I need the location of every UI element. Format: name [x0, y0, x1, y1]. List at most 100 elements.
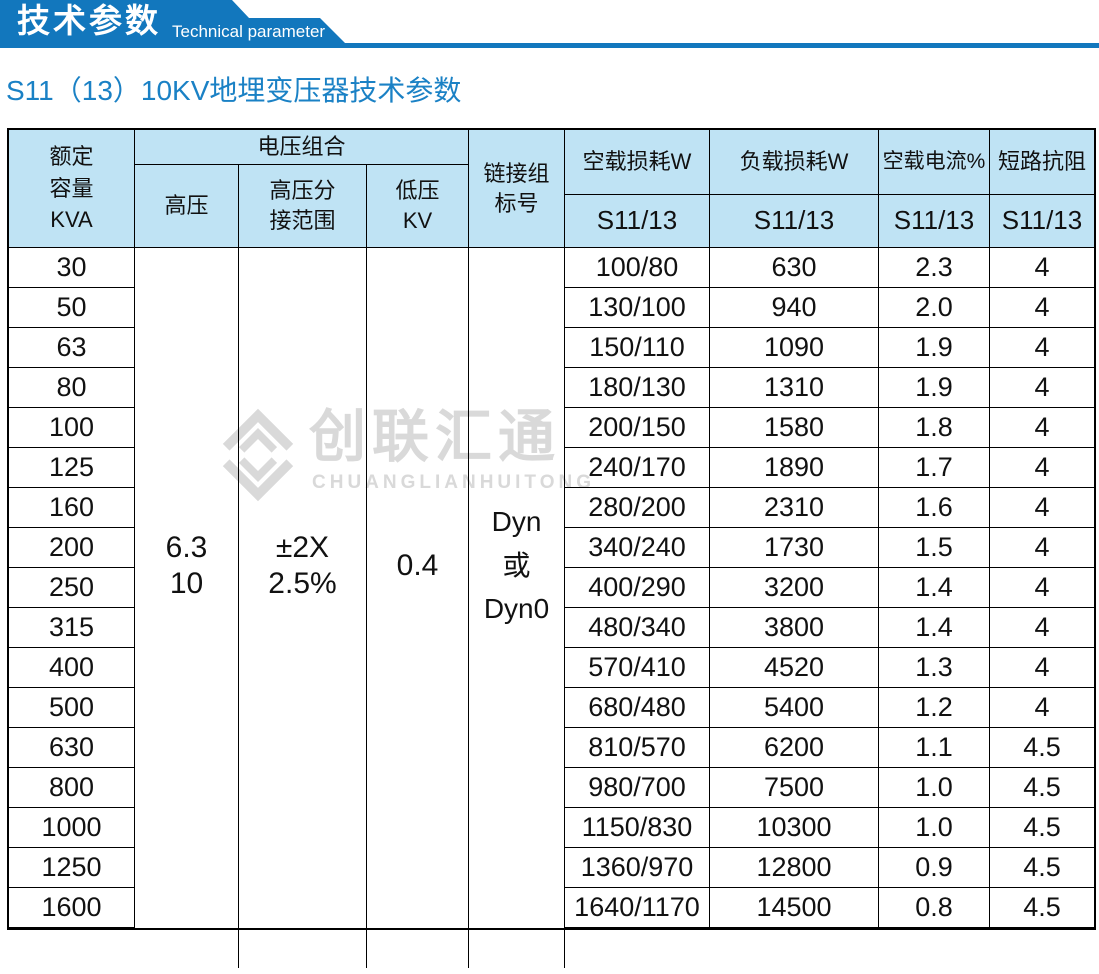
header-low-voltage: 低压 KV [367, 165, 469, 247]
header-voltage-group: 电压组合 [135, 130, 469, 165]
cell-capacity: 63 [9, 328, 135, 368]
cell-no-load-current: 1.9 [879, 328, 990, 368]
cell-no-load-loss: 180/130 [565, 368, 710, 408]
cell-load-loss: 10300 [710, 808, 879, 848]
cell-no-load-loss: 980/700 [565, 768, 710, 808]
cell-connection-merged: Dyn 或 Dyn0 [469, 248, 565, 968]
cell-impedance: 4 [990, 608, 1094, 648]
cell-capacity: 100 [9, 408, 135, 448]
page-title: S11（13）10KV地埋变压器技术参数 [6, 75, 462, 106]
header-no-load-loss: 空载损耗W [565, 130, 710, 195]
tap-range-line1: ±2X [275, 530, 330, 564]
cell-capacity: 50 [9, 288, 135, 328]
cell-impedance: 4 [990, 248, 1094, 288]
header-capacity-line2: 容量 [49, 175, 94, 201]
cell-load-loss: 3200 [710, 568, 879, 608]
cell-impedance: 4 [990, 488, 1094, 528]
banner-ribbon-shape [0, 0, 1099, 48]
cell-load-loss: 4520 [710, 648, 879, 688]
cell-impedance: 4 [990, 528, 1094, 568]
cell-load-loss: 630 [710, 248, 879, 288]
cell-load-loss: 12800 [710, 848, 879, 888]
high-voltage-line1: 6.3 [165, 530, 208, 564]
cell-impedance: 4 [990, 688, 1094, 728]
cell-impedance: 4 [990, 288, 1094, 328]
cell-capacity: 250 [9, 568, 135, 608]
connection-line2: 或 [502, 549, 531, 581]
cell-capacity: 315 [9, 608, 135, 648]
cell-no-load-current: 1.6 [879, 488, 990, 528]
cell-impedance: 4.5 [990, 728, 1094, 768]
cell-no-load-current: 1.4 [879, 568, 990, 608]
cell-no-load-loss: 340/240 [565, 528, 710, 568]
cell-capacity: 1000 [9, 808, 135, 848]
cell-no-load-loss: 150/110 [565, 328, 710, 368]
cell-load-loss: 6200 [710, 728, 879, 768]
cell-tap-range-merged: ±2X 2.5% [239, 248, 367, 968]
cell-no-load-current: 1.8 [879, 408, 990, 448]
cell-load-loss: 3800 [710, 608, 879, 648]
header-impedance-model: S11/13 [1001, 205, 1083, 236]
cell-load-loss: 1730 [710, 528, 879, 568]
header-low-voltage-line2: KV [402, 208, 433, 233]
cell-no-load-loss: 810/570 [565, 728, 710, 768]
cell-impedance: 4 [990, 408, 1094, 448]
cell-load-loss: 1580 [710, 408, 879, 448]
table-header: 额定 容量 KVA 电压组合 高压 高压分 接范围 低压 KV 链接组 标号 空 [9, 130, 1094, 248]
connection-line1: Dyn [491, 506, 542, 538]
watermark-text-cn: 创联汇通 [309, 405, 561, 469]
watermark-text-en: CHUANGLIANHUITONG [312, 472, 595, 493]
header-tap-range-line1: 高压分 [269, 178, 336, 204]
cell-impedance: 4 [990, 568, 1094, 608]
cell-load-loss: 5400 [710, 688, 879, 728]
header-capacity-line1: 额定 [49, 143, 94, 169]
cell-no-load-current: 1.7 [879, 448, 990, 488]
cell-no-load-current: 1.0 [879, 808, 990, 848]
cell-no-load-current: 1.9 [879, 368, 990, 408]
cell-no-load-loss: 570/410 [565, 648, 710, 688]
cell-capacity: 800 [9, 768, 135, 808]
cell-no-load-loss: 480/340 [565, 608, 710, 648]
high-voltage-line2: 10 [169, 566, 204, 600]
cell-no-load-current: 2.0 [879, 288, 990, 328]
cell-impedance: 4.5 [990, 888, 1094, 928]
header-no-load-current: 空载电流% [879, 130, 990, 195]
cell-impedance: 4.5 [990, 768, 1094, 808]
cell-load-loss: 7500 [710, 768, 879, 808]
cell-capacity: 500 [9, 688, 135, 728]
cell-no-load-current: 1.0 [879, 768, 990, 808]
header-no-load-loss-model: S11/13 [565, 195, 710, 247]
cell-impedance: 4.5 [990, 848, 1094, 888]
header-no-load-current-model: S11/13 [879, 195, 990, 247]
header-connection-line2: 标号 [494, 190, 539, 216]
cell-no-load-loss: 1360/970 [565, 848, 710, 888]
cell-impedance: 4 [990, 328, 1094, 368]
cell-no-load-loss: 1150/830 [565, 808, 710, 848]
header-capacity-line3: KVA [50, 207, 93, 233]
cell-no-load-loss: 200/150 [565, 408, 710, 448]
cell-load-loss: 14500 [710, 888, 879, 928]
cell-load-loss: 1890 [710, 448, 879, 488]
cell-no-load-current: 2.3 [879, 248, 990, 288]
cell-load-loss: 1090 [710, 328, 879, 368]
cell-no-load-loss: 680/480 [565, 688, 710, 728]
watermark-diamond-logo-icon [222, 408, 294, 502]
header-connection-group: 链接组 标号 [469, 130, 565, 247]
cell-impedance: 4.5 [990, 808, 1094, 848]
cell-no-load-loss: 240/170 [565, 448, 710, 488]
header-capacity: 额定 容量 KVA [9, 130, 135, 247]
cell-no-load-loss: 400/290 [565, 568, 710, 608]
header-impedance: 短路抗阻 [990, 130, 1094, 195]
cell-no-load-current: 0.8 [879, 888, 990, 928]
header-tap-range: 高压分 接范围 [239, 165, 367, 247]
parameters-table: 额定 容量 KVA 电压组合 高压 高压分 接范围 低压 KV 链接组 标号 空 [7, 128, 1096, 968]
header-banner: 技术参数 Technical parameter [0, 0, 1099, 48]
cell-no-load-current: 1.4 [879, 608, 990, 648]
cell-capacity: 1250 [9, 848, 135, 888]
cell-load-loss: 1310 [710, 368, 879, 408]
cell-no-load-current: 1.5 [879, 528, 990, 568]
cell-capacity: 200 [9, 528, 135, 568]
cell-no-load-current: 0.9 [879, 848, 990, 888]
cell-no-load-loss: 1640/1170 [565, 888, 710, 928]
cell-impedance: 4 [990, 448, 1094, 488]
